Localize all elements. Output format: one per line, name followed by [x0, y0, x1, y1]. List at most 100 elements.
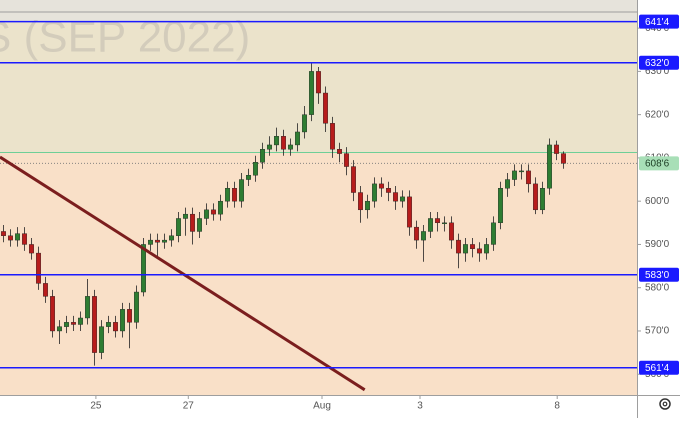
candle-body: [232, 187, 237, 202]
level-badge: [639, 14, 679, 29]
x-tick-label: 8: [554, 401, 560, 412]
candle-body: [204, 209, 209, 219]
candle-body: [561, 153, 566, 164]
y-tick-label: 580'0: [645, 282, 670, 293]
candle-body: [379, 183, 384, 189]
y-tick-label: 590'0: [645, 239, 670, 250]
candle-body: [92, 296, 97, 353]
candle-body: [71, 322, 76, 325]
level-label: 641'4: [645, 17, 670, 28]
candle-body: [519, 170, 524, 173]
candle-body: [169, 235, 174, 241]
candle-body: [337, 149, 342, 154]
settings-icon[interactable]: [659, 398, 671, 410]
candle-body: [505, 179, 510, 189]
candle-body: [43, 283, 48, 297]
candle-body: [197, 218, 202, 232]
candle-body: [85, 296, 90, 319]
candle-body: [15, 233, 20, 241]
candle-body: [176, 218, 181, 236]
candle-body: [274, 136, 279, 146]
candle-body: [134, 291, 139, 323]
candle-body: [470, 244, 475, 249]
level-badge: [639, 55, 679, 70]
candle-body: [344, 153, 349, 167]
candle-body: [190, 213, 195, 232]
candle-body: [106, 322, 111, 327]
candle-body: [323, 92, 328, 124]
y-tick-label: 600'0: [645, 196, 670, 207]
trend-line: [0, 155, 366, 392]
candle-body: [442, 222, 447, 225]
candle-body: [183, 213, 188, 219]
x-tick-label: 3: [417, 401, 423, 412]
candle-body: [218, 200, 223, 215]
candle-body: [295, 131, 300, 146]
candle-body: [554, 144, 559, 154]
zone: [0, 152, 637, 395]
candle-body: [351, 166, 356, 193]
candle-body: [393, 192, 398, 202]
y-tick-label: 630'0: [645, 66, 670, 77]
candle-body: [449, 222, 454, 241]
candle-body: [302, 114, 307, 133]
candle-body: [127, 309, 132, 323]
candle-body: [239, 179, 244, 202]
level-label: 561'4: [645, 363, 670, 374]
candle-body: [407, 196, 412, 228]
candle-body: [456, 239, 461, 254]
candle-body: [463, 244, 468, 254]
candle-body: [253, 162, 258, 176]
candle-body: [29, 244, 34, 254]
candle-body: [64, 322, 69, 327]
candle-body: [22, 233, 27, 245]
x-tick-label: Aug: [313, 401, 331, 412]
candle-body: [477, 248, 482, 254]
y-tick-label: 620'0: [645, 109, 670, 120]
x-tick-label: 25: [90, 401, 102, 412]
candle-body: [540, 187, 545, 211]
candle-body: [421, 231, 426, 241]
candle-body: [491, 222, 496, 245]
candle-body: [281, 136, 286, 150]
candle-body: [162, 239, 167, 243]
candle-body: [246, 175, 251, 180]
candle-body: [225, 187, 230, 202]
candle-body: [211, 209, 216, 215]
candle-body: [99, 326, 104, 353]
level-label: 632'0: [645, 58, 670, 69]
candle-body: [365, 200, 370, 211]
candle-body: [498, 187, 503, 224]
x-tick-label: 27: [183, 401, 195, 412]
candle-body: [547, 144, 552, 189]
candle-body: [50, 296, 55, 332]
settings-icon-ring: [659, 398, 671, 410]
last-price-label: 608'6: [645, 158, 670, 169]
candle-body: [260, 149, 265, 163]
candle-body: [435, 218, 440, 224]
candle-body: [155, 239, 160, 243]
level-label: 583'0: [645, 270, 670, 281]
candle-body: [8, 235, 13, 241]
candle-body: [309, 71, 314, 115]
candle-body: [148, 239, 153, 245]
candle-body: [316, 71, 321, 94]
candle-body: [288, 144, 293, 150]
candle-body: [526, 170, 531, 185]
candle-body: [36, 252, 41, 284]
candle-body: [78, 317, 83, 325]
level-badge: [639, 360, 679, 375]
candle-body: [113, 322, 118, 332]
candle-body: [120, 309, 125, 332]
candle-body: [358, 192, 363, 211]
watermark: S (SEP 2022): [0, 13, 250, 62]
candle-body: [267, 144, 272, 150]
candle-body: [484, 244, 489, 254]
candle-body: [141, 244, 146, 293]
candle-body: [57, 326, 62, 332]
candle-body: [533, 183, 538, 211]
candle-body: [512, 170, 517, 180]
candle-body: [330, 123, 335, 150]
level-badge: [639, 267, 679, 282]
